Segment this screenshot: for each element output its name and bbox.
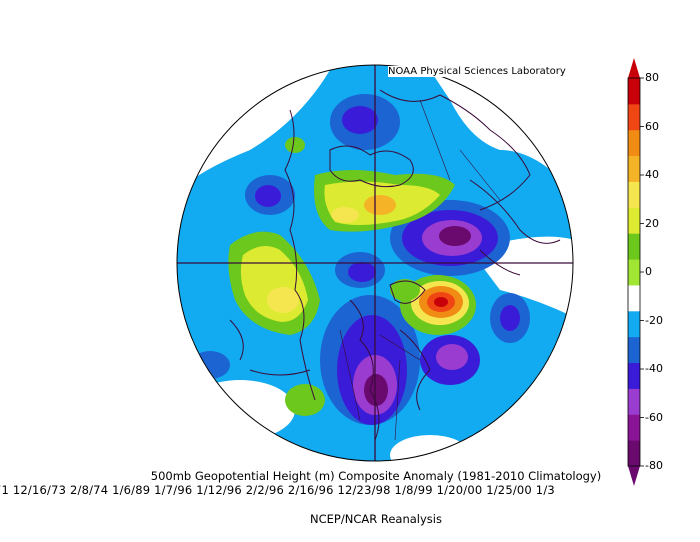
colorbar-segment xyxy=(628,259,640,286)
siberian-low-core xyxy=(439,226,471,246)
colorbar-segment xyxy=(628,155,640,182)
arctic-ridge-west xyxy=(331,207,359,223)
pos-north xyxy=(285,137,305,153)
neg-top-core xyxy=(342,106,378,134)
colorbar-segment xyxy=(628,362,640,389)
colorbar-tick-label: 80 xyxy=(645,71,659,84)
colorbar-segment xyxy=(628,103,640,131)
arctic-ridge-core xyxy=(364,195,396,215)
colorbar xyxy=(627,58,644,486)
borders xyxy=(339,99,501,441)
colorbar-segment xyxy=(628,336,640,364)
colorbar-segment xyxy=(628,233,640,260)
near-zero-sw xyxy=(185,380,295,440)
neg-east-core xyxy=(500,305,520,331)
colorbar-tick-label: -20 xyxy=(645,313,663,327)
pos-small xyxy=(390,279,420,301)
neg-west-core xyxy=(255,185,281,207)
colorbar-tick-label: -60 xyxy=(645,410,663,424)
coastlines xyxy=(229,89,561,441)
pole-low-core xyxy=(348,262,376,282)
colorbar-tick-label: 40 xyxy=(645,168,659,181)
credit-label: NOAA Physical Sciences Laboratory xyxy=(388,66,566,77)
colorbar-segment xyxy=(628,78,640,105)
composite-dates: 71 12/16/73 2/8/74 1/6/89 1/7/96 1/12/96… xyxy=(0,483,555,497)
colorbar-top-arrow xyxy=(628,58,640,78)
colorbar-segment xyxy=(628,388,640,415)
colorbar-segment xyxy=(628,207,640,234)
pacific-ridge-core xyxy=(267,287,299,313)
colorbar-segment xyxy=(628,414,640,441)
colorbar-segment xyxy=(628,129,640,157)
neg-sw xyxy=(190,351,230,379)
map-boundary xyxy=(176,64,574,462)
colorbar-segment xyxy=(628,284,640,312)
low-se-core xyxy=(436,344,468,370)
colorbar-segment xyxy=(628,181,640,208)
colorbar-tick-label: 60 xyxy=(645,119,659,133)
pos-south xyxy=(285,384,325,416)
colorbar-segment xyxy=(628,310,640,338)
colorbar-tick-label: -80 xyxy=(645,459,663,472)
colorbar-segment xyxy=(628,440,640,467)
trough-core xyxy=(364,374,388,406)
colorbar-bottom-arrow xyxy=(628,466,640,486)
colorbar-tick-label: 0 xyxy=(645,265,652,278)
map-title: 500mb Geopotential Height (m) Composite … xyxy=(150,469,602,483)
data-source: NCEP/NCAR Reanalysis xyxy=(310,512,442,526)
colorbar-tick-label: 20 xyxy=(645,216,659,230)
euro-ridge-core xyxy=(434,297,448,307)
colorbar-tick-label: -40 xyxy=(645,362,663,375)
